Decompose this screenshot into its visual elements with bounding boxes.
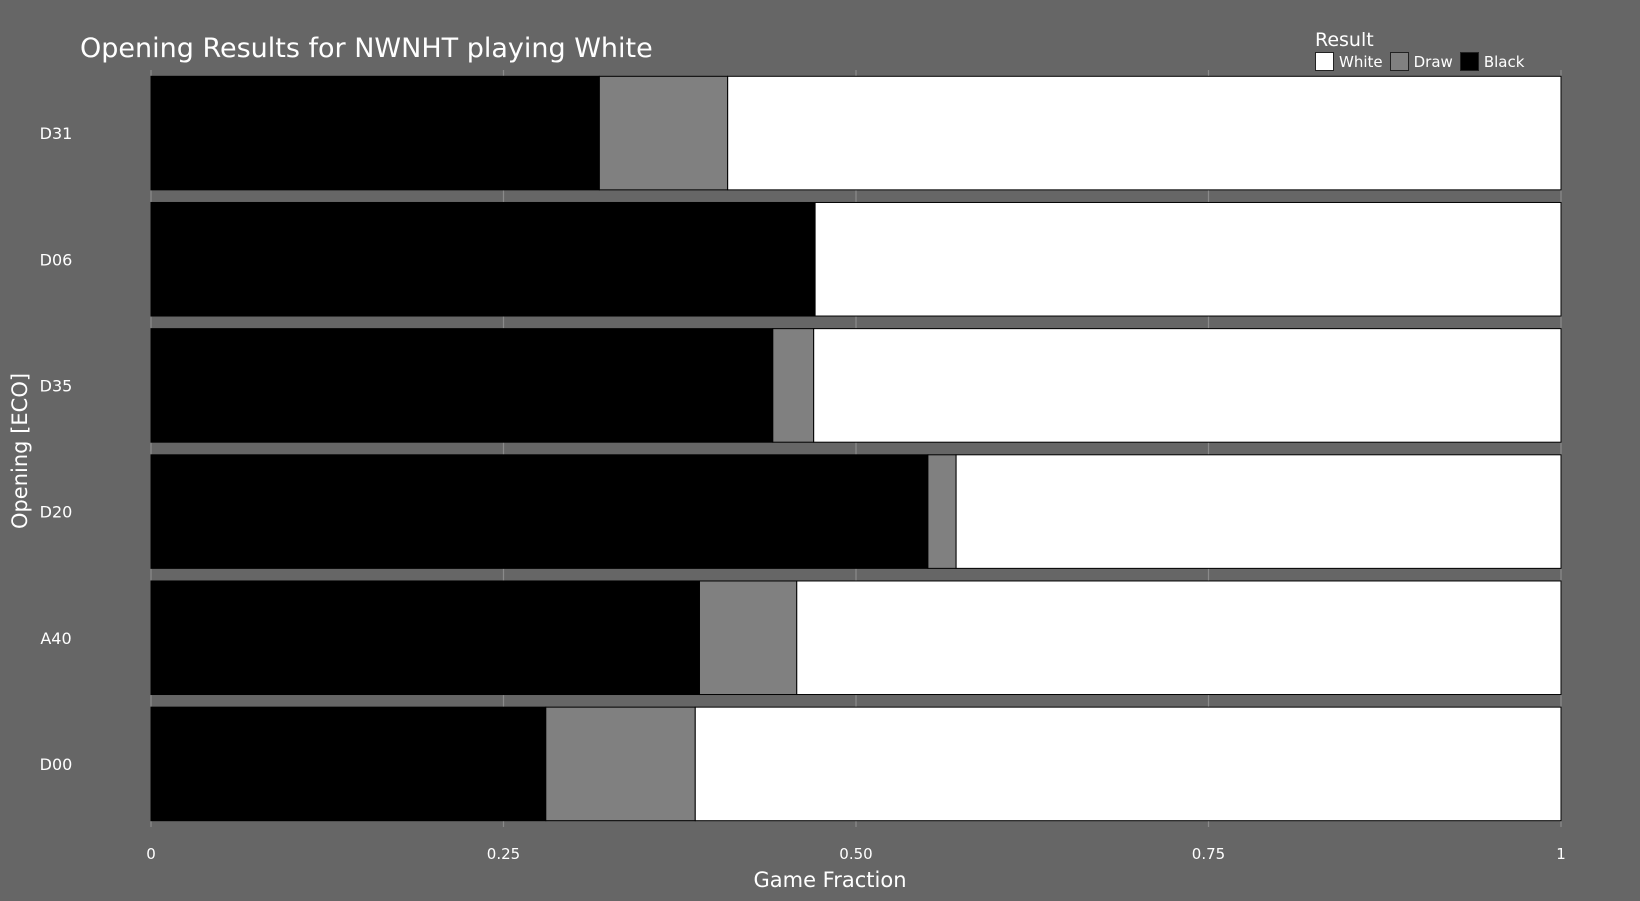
legend-item-black: Black: [1459, 52, 1525, 71]
bar-D31-black: [150, 75, 600, 191]
x-tick-label-1: 0.25: [487, 845, 520, 863]
bar-A40-black: [150, 580, 700, 696]
bar-D20-white: [955, 454, 1562, 569]
legend-swatch-draw: [1389, 52, 1409, 71]
bar-D00-draw: [545, 706, 696, 822]
y-tick-label-D20: D20: [40, 503, 73, 522]
bar-D20-black: [150, 454, 929, 569]
bar-A40-draw: [698, 580, 798, 696]
x-tick-labels: 0 0.25 0.50 0.75 1: [146, 845, 1566, 863]
legend-label-white: White: [1339, 52, 1383, 71]
legend-items: White Draw Black: [1315, 52, 1531, 71]
bars: [150, 75, 1562, 822]
bar-D35-black: [150, 328, 774, 443]
bar-D00-white: [694, 706, 1562, 822]
bar-A40-white: [796, 580, 1562, 696]
bar-D35-white: [813, 328, 1562, 443]
x-tick-label-2: 0.50: [839, 845, 872, 863]
bar-D31-white: [727, 75, 1562, 191]
x-tick-label-3: 0.75: [1192, 845, 1225, 863]
legend-title: Result: [1315, 29, 1374, 51]
legend-item-draw: Draw: [1389, 52, 1453, 71]
y-tick-label-D06: D06: [40, 250, 73, 269]
legend-label-black: Black: [1483, 52, 1525, 71]
bar-D35-draw: [772, 328, 815, 443]
legend-label-draw: Draw: [1413, 52, 1453, 71]
y-tick-label-A40: A40: [40, 629, 71, 648]
legend-item-white: White: [1315, 52, 1383, 71]
grid-lines: [150, 70, 1562, 827]
x-tick-label-0: 0: [146, 845, 156, 863]
y-tick-label-D35: D35: [40, 376, 73, 395]
bar-D20-draw: [927, 454, 957, 569]
chart-title: Opening Results for NWNHT playing White: [80, 33, 653, 64]
legend: Result White Draw Black: [1315, 29, 1531, 71]
bar-D00-black: [150, 706, 547, 822]
legend-swatch-black: [1459, 52, 1479, 71]
bar-D31-draw: [598, 75, 729, 191]
bar-D06-black: [150, 201, 816, 317]
y-tick-labels: D31 D06 D35 D20 A40 D00: [40, 124, 73, 774]
y-axis-label: Opening [ECO]: [8, 373, 32, 529]
x-tick-label-4: 1: [1556, 845, 1566, 863]
y-tick-label-D00: D00: [40, 755, 73, 774]
x-axis-label: Game Fraction: [753, 868, 906, 892]
bar-D06-white: [814, 201, 1562, 317]
y-tick-label-D31: D31: [40, 124, 73, 143]
legend-swatch-white: [1315, 52, 1334, 71]
